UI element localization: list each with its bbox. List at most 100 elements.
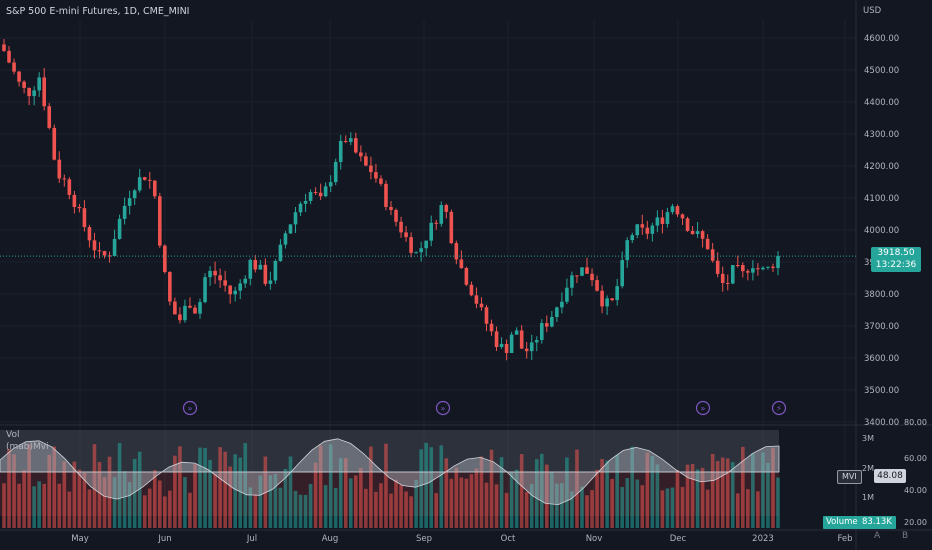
volume-bar — [545, 464, 549, 528]
candle-body — [570, 275, 574, 288]
volume-bar — [776, 477, 780, 528]
candle-body — [409, 237, 413, 253]
volume-bar — [539, 453, 544, 528]
candle-body — [605, 298, 609, 307]
mvi-indicator-label[interactable]: (mab)Mvi — [6, 442, 49, 452]
volume-bar — [751, 453, 755, 528]
candle-body — [288, 224, 293, 234]
volume-bar — [725, 458, 730, 528]
candle-body — [77, 206, 82, 209]
candle-body — [67, 179, 72, 195]
candle-body — [107, 255, 112, 257]
volume-value: 83.13K — [858, 516, 896, 529]
candle-body — [318, 192, 323, 197]
volume-bar — [459, 477, 464, 528]
volume-bar — [2, 483, 6, 528]
split-icon — [182, 400, 198, 416]
volume-tag: Volume — [823, 516, 861, 529]
volume-bar — [47, 454, 52, 528]
volume-bar — [62, 461, 67, 528]
volume-bar — [509, 472, 514, 528]
price-tick-label: 3600.00 — [864, 354, 899, 364]
auto-scale-toggle[interactable]: A — [874, 531, 881, 541]
volume-bar — [359, 468, 363, 528]
log-scale-toggle[interactable]: B — [902, 531, 909, 541]
candle-body — [188, 305, 192, 308]
volume-bar — [248, 487, 253, 528]
volume-bar — [635, 479, 640, 528]
volume-bar — [228, 466, 232, 528]
mvi-tick-label: 80.00 — [904, 418, 927, 427]
price-tick-label: 4100.00 — [864, 194, 899, 204]
candle-body — [268, 280, 273, 284]
price-tick-label: 4000.00 — [864, 226, 899, 236]
volume-bar — [650, 455, 655, 528]
volume-bar — [424, 442, 428, 528]
candle-body — [645, 227, 650, 234]
volume-bar — [152, 470, 157, 528]
volume-bar — [464, 478, 469, 528]
time-tick-label: Oct — [501, 534, 516, 544]
candle-body — [585, 267, 589, 274]
candle-body — [32, 90, 36, 97]
candle-body — [17, 71, 21, 82]
volume-bar — [474, 468, 479, 528]
volume-bar — [499, 457, 504, 528]
price-tick-label: 3800.00 — [864, 290, 899, 300]
split-icon — [435, 400, 451, 416]
volume-bar — [303, 494, 308, 528]
volume-bar — [283, 468, 288, 528]
volume-bar — [298, 494, 303, 528]
candle-body — [328, 182, 333, 187]
volume-bar — [379, 483, 383, 528]
candle-body — [158, 196, 162, 246]
volume-bar — [439, 445, 444, 528]
volume-bar — [37, 481, 41, 528]
candle-body — [238, 283, 243, 291]
volume-bar — [12, 454, 16, 528]
volume-bar — [715, 460, 720, 528]
volume-bar — [278, 487, 283, 528]
candle-body — [2, 44, 6, 51]
candle-body — [12, 62, 16, 72]
candle-body — [620, 260, 624, 287]
candle-body — [137, 177, 142, 191]
candle-body — [685, 218, 690, 231]
candle-body — [52, 127, 57, 160]
volume-bar — [203, 447, 207, 528]
volume-bar — [233, 454, 237, 528]
volume-bar — [82, 472, 87, 528]
candle-body — [338, 140, 343, 163]
volume-bar — [469, 474, 474, 528]
volume-bar — [449, 478, 454, 528]
candle-body — [193, 307, 197, 314]
volume-bar — [313, 462, 318, 528]
volume-bar — [429, 447, 434, 528]
candle-body — [746, 271, 750, 273]
volume-bar — [92, 444, 97, 528]
volume-indicator-label[interactable]: Vol — [6, 430, 20, 440]
candle-body — [348, 138, 353, 142]
volume-bar — [670, 487, 675, 528]
mvi-area — [0, 438, 780, 506]
candle-body — [283, 233, 288, 245]
candle-body — [519, 330, 524, 349]
volume-bar — [625, 478, 630, 528]
price-tick-label: 4200.00 — [864, 162, 899, 172]
volume-bar — [67, 491, 72, 528]
volume-bar — [17, 483, 21, 528]
price-tick-label: 4500.00 — [864, 66, 899, 76]
candle-body — [102, 251, 107, 256]
volume-bar — [529, 484, 534, 528]
volume-bar — [137, 451, 142, 528]
candle-body — [524, 348, 529, 352]
volume-bar — [318, 445, 323, 528]
candle-body — [374, 172, 378, 179]
volume-bar — [489, 449, 494, 528]
volume-bar — [117, 443, 122, 528]
volume-bar — [384, 443, 388, 528]
candle-body — [675, 206, 680, 215]
candle-body — [484, 307, 489, 324]
volume-bar — [288, 456, 293, 528]
